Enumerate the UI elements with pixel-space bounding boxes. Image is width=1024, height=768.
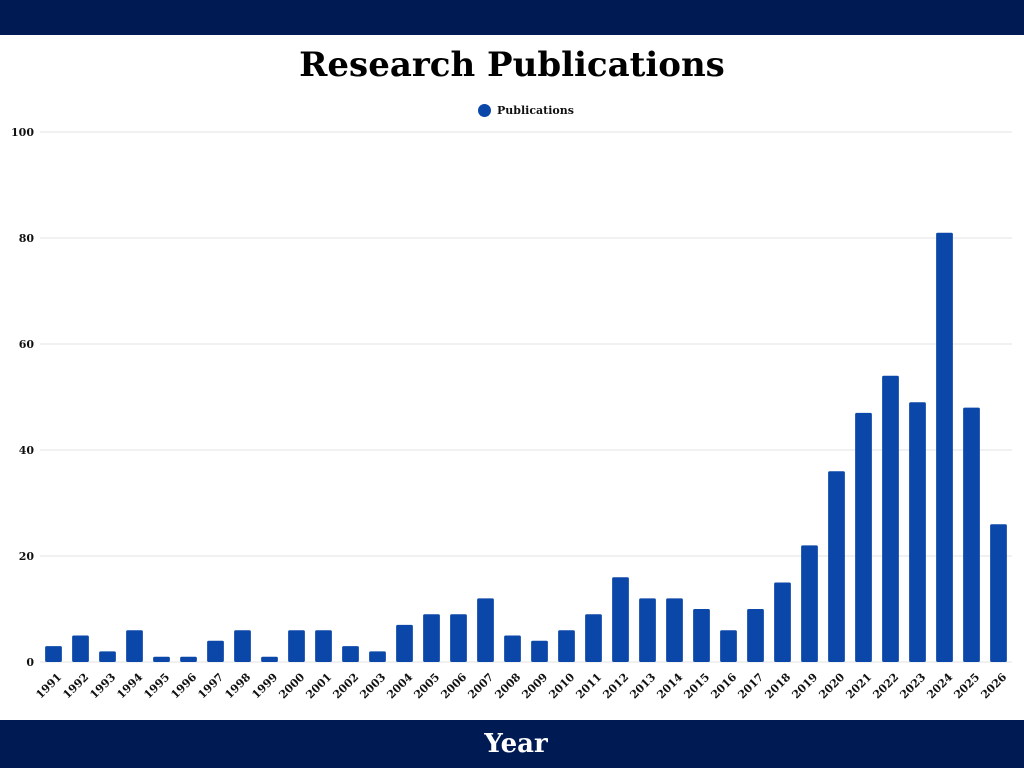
bar-2007 bbox=[477, 598, 494, 662]
bar-2001 bbox=[315, 630, 332, 662]
bar-2026 bbox=[990, 524, 1007, 662]
gridlines bbox=[40, 131, 1012, 663]
bar-2015 bbox=[693, 609, 710, 662]
x-tick-label: 1993 bbox=[87, 671, 118, 702]
x-tick-label: 2010 bbox=[546, 670, 577, 701]
bar-2004 bbox=[396, 624, 413, 662]
bar-2006 bbox=[450, 614, 467, 662]
x-tick-label: 2009 bbox=[519, 671, 550, 702]
x-tick-label: 2005 bbox=[411, 671, 442, 702]
bar-2025 bbox=[963, 407, 980, 662]
bar-2017 bbox=[747, 609, 764, 662]
bars bbox=[45, 232, 1007, 662]
x-tick-label: 2023 bbox=[897, 671, 928, 702]
bar-2003 bbox=[369, 651, 386, 662]
y-tick-label: 40 bbox=[19, 444, 35, 457]
bar-1992 bbox=[72, 635, 89, 662]
x-tick-label: 2006 bbox=[438, 670, 469, 701]
x-tick-label: 2024 bbox=[924, 670, 955, 701]
bar-2002 bbox=[342, 646, 359, 662]
bar-2014 bbox=[666, 598, 683, 662]
x-tick-label: 1994 bbox=[114, 670, 145, 701]
x-tick-label: 1997 bbox=[195, 671, 226, 702]
bar-2010 bbox=[558, 630, 575, 662]
y-tick-label: 0 bbox=[26, 656, 34, 669]
x-tick-label: 2001 bbox=[303, 671, 334, 702]
bar-1996 bbox=[180, 656, 197, 662]
bar-1998 bbox=[234, 630, 251, 662]
bar-1991 bbox=[45, 646, 62, 662]
x-tick-label: 2007 bbox=[465, 671, 496, 702]
x-tick-label: 2018 bbox=[762, 670, 793, 701]
bar-2021 bbox=[855, 412, 872, 662]
y-tick-labels: 0 20 40 60 80 100 bbox=[11, 126, 34, 669]
chart-title: Research Publications bbox=[299, 45, 725, 85]
x-tick-label: 1992 bbox=[60, 671, 91, 702]
x-tick-label: 1996 bbox=[168, 670, 199, 701]
x-tick-label: 2016 bbox=[708, 670, 739, 701]
bar-1995 bbox=[153, 656, 170, 662]
bar-2020 bbox=[828, 471, 845, 662]
bar-2018 bbox=[774, 582, 791, 662]
top-banner bbox=[0, 0, 1024, 35]
x-tick-label: 2015 bbox=[681, 671, 712, 702]
x-tick-label: 1991 bbox=[33, 671, 64, 702]
x-tick-label: 1999 bbox=[249, 671, 280, 702]
bar-2011 bbox=[585, 614, 602, 662]
bar-1999 bbox=[261, 656, 278, 662]
y-tick-label: 100 bbox=[11, 126, 34, 139]
bar-2024 bbox=[936, 232, 953, 662]
bar-2019 bbox=[801, 545, 818, 662]
legend-label-publications: Publications bbox=[497, 103, 574, 117]
bar-2000 bbox=[288, 630, 305, 662]
x-tick-label: 2022 bbox=[870, 671, 901, 702]
y-tick-label: 60 bbox=[19, 338, 35, 351]
x-tick-label: 2004 bbox=[384, 670, 415, 701]
x-tick-label: 2012 bbox=[600, 671, 631, 702]
x-axis-label: Year bbox=[484, 729, 548, 759]
x-tick-label: 1998 bbox=[222, 670, 253, 701]
x-tick-label: 2008 bbox=[492, 670, 523, 701]
x-tick-label: 2017 bbox=[735, 671, 766, 702]
x-tick-label: 2025 bbox=[951, 671, 982, 702]
bar-2012 bbox=[612, 577, 629, 662]
legend-swatch bbox=[478, 103, 491, 117]
y-tick-label: 80 bbox=[19, 232, 35, 245]
bar-2008 bbox=[504, 635, 521, 662]
bar-2022 bbox=[882, 375, 899, 662]
legend: Publications bbox=[478, 101, 574, 119]
bar-2013 bbox=[639, 598, 656, 662]
x-tick-label: 2011 bbox=[573, 671, 604, 702]
x-tick-labels: 1991199219931994199519961997199819992000… bbox=[33, 670, 1009, 701]
x-tick-label: 2003 bbox=[357, 671, 388, 702]
bar-2016 bbox=[720, 630, 737, 662]
x-tick-label: 1995 bbox=[141, 671, 172, 702]
bar-1997 bbox=[207, 640, 224, 662]
bottom-banner: Year bbox=[0, 720, 1024, 768]
bar-2005 bbox=[423, 614, 440, 662]
x-tick-label: 2020 bbox=[816, 670, 847, 701]
x-tick-label: 2002 bbox=[330, 671, 361, 702]
x-tick-label: 2013 bbox=[627, 671, 658, 702]
x-tick-label: 2019 bbox=[789, 671, 820, 702]
bar-1993 bbox=[99, 651, 116, 662]
bar-2023 bbox=[909, 402, 926, 662]
x-tick-label: 2026 bbox=[978, 670, 1009, 701]
x-tick-label: 2000 bbox=[276, 670, 307, 701]
x-tick-label: 2014 bbox=[654, 670, 685, 701]
x-tick-label: 2021 bbox=[843, 671, 874, 702]
y-tick-label: 20 bbox=[19, 550, 35, 563]
bar-1994 bbox=[126, 630, 143, 662]
bar-2009 bbox=[531, 640, 548, 662]
